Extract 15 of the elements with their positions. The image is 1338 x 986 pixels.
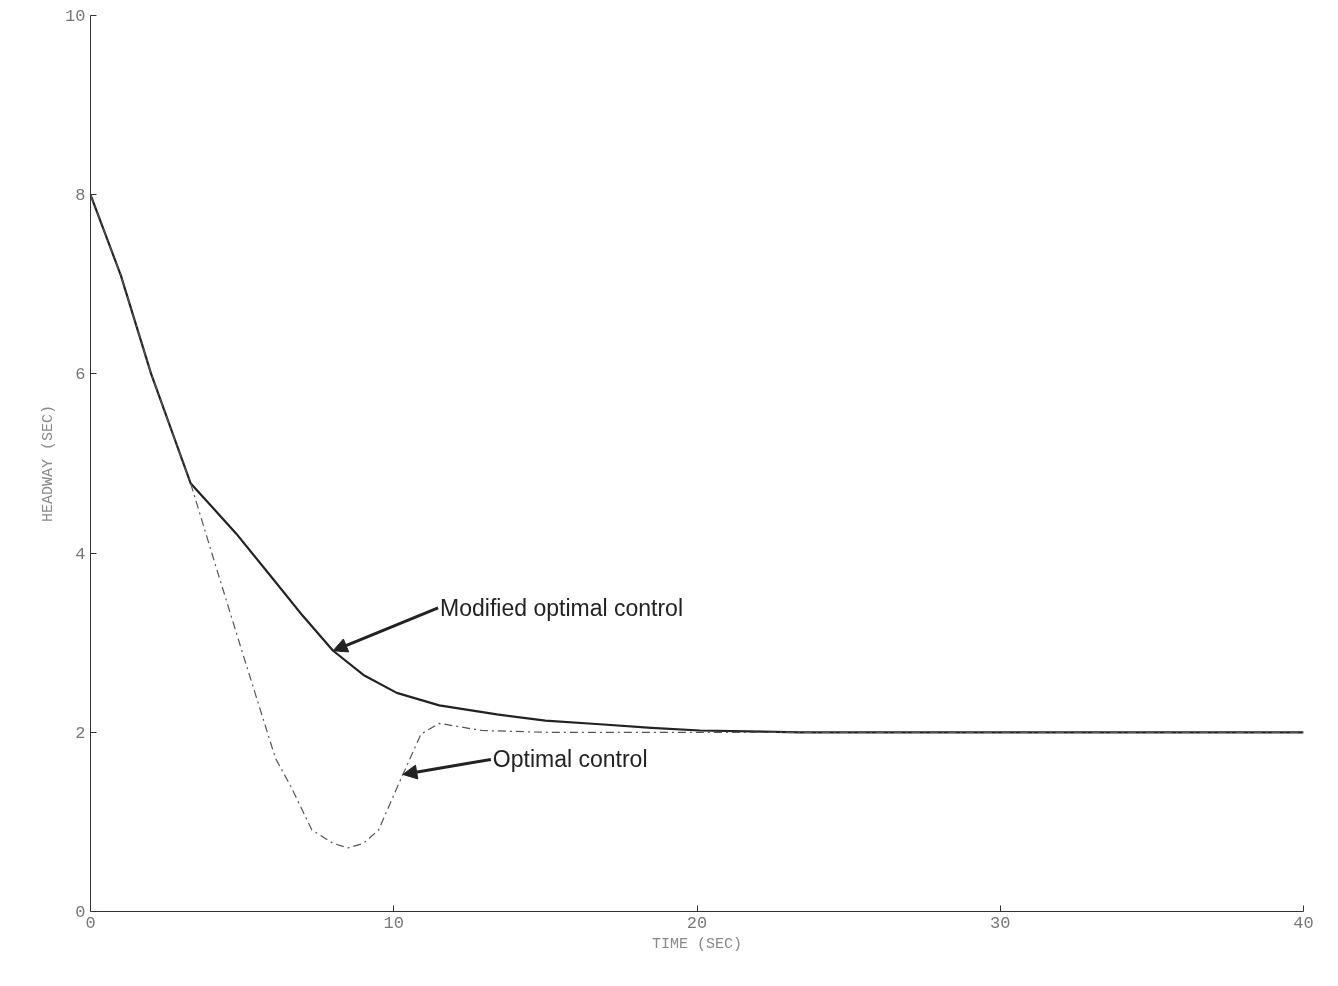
- annotation: Modified optimal control: [440, 594, 684, 621]
- line-series: [90, 194, 1304, 849]
- y-tick-label: 6: [75, 365, 86, 385]
- y-tick-label: 2: [75, 723, 86, 743]
- x-tick-label: 40: [1293, 913, 1314, 933]
- x-axis-title: TIME (SEC): [651, 935, 743, 953]
- x-tick-label: 10: [383, 913, 404, 933]
- x-tick-label: 30: [990, 913, 1011, 933]
- annotation: Optimal control: [492, 746, 648, 773]
- y-tick-label: 4: [75, 544, 86, 564]
- line-series: [90, 193, 1304, 734]
- y-axis-title: HEADWAY (SEC): [40, 404, 58, 523]
- y-tick-label: 10: [65, 7, 86, 26]
- x-tick-label: 20: [686, 913, 708, 933]
- y-tick-label: 8: [75, 186, 86, 206]
